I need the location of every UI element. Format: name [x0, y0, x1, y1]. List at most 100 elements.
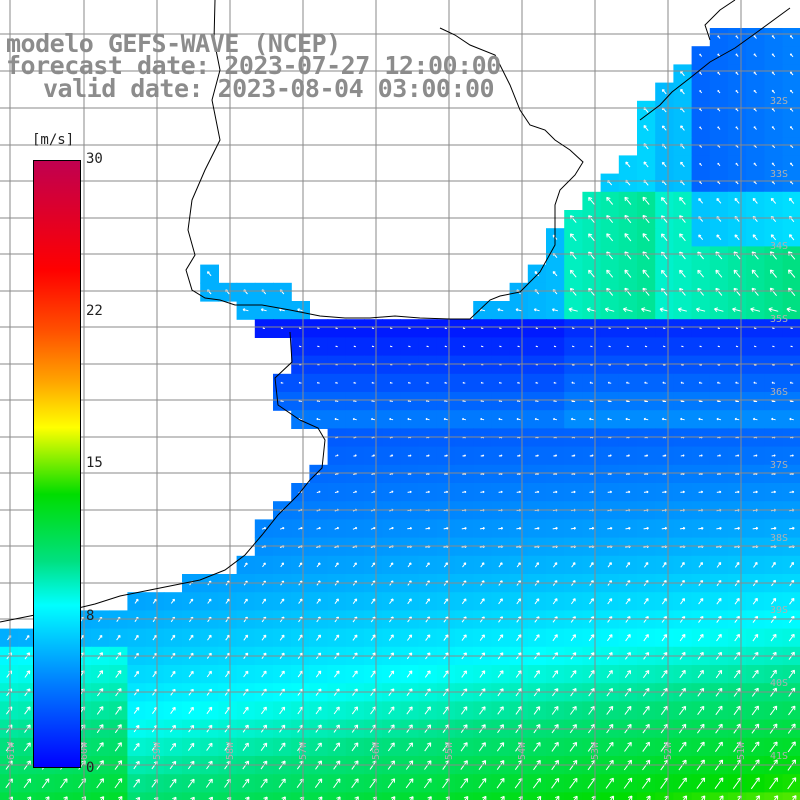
wind-arrow	[588, 634, 595, 642]
wind-arrow	[170, 598, 175, 604]
wind-arrow	[334, 417, 339, 421]
wind-arrow	[498, 526, 504, 530]
wind-arrow	[698, 454, 703, 457]
wind-arrow	[351, 706, 358, 715]
wind-arrow	[695, 307, 706, 312]
wind-arrow	[480, 381, 484, 384]
wind-arrow	[626, 381, 630, 384]
wind-arrow	[716, 633, 722, 642]
wind-arrow	[624, 196, 632, 205]
wind-arrow	[661, 634, 668, 642]
wind-arrow	[662, 327, 666, 329]
wind-arrow	[790, 345, 793, 348]
wind-arrow	[352, 562, 357, 568]
wind-arrow	[659, 307, 669, 312]
wind-arrow	[626, 345, 629, 348]
wind-arrow	[424, 706, 431, 715]
wind-arrow	[260, 778, 268, 788]
wind-arrow	[588, 196, 595, 205]
wind-arrow	[152, 598, 157, 604]
wind-arrow	[661, 215, 668, 223]
wind-arrow	[24, 706, 31, 715]
wind-arrow	[25, 635, 30, 641]
wind-arrow	[715, 705, 723, 716]
wind-arrow	[388, 706, 395, 715]
wind-arrow	[697, 269, 704, 278]
wind-arrow	[316, 381, 320, 384]
wind-arrow	[461, 598, 467, 605]
wind-arrow	[278, 778, 286, 788]
wind-arrow	[133, 706, 140, 714]
wind-arrow	[642, 214, 650, 224]
wind-arrow	[571, 345, 575, 348]
speed-cell	[236, 792, 256, 800]
wind-arrow	[316, 490, 321, 494]
wind-arrow	[334, 598, 339, 604]
wind-arrow	[407, 454, 412, 457]
wind-arrow	[370, 526, 376, 530]
wind-arrow	[662, 490, 667, 494]
wind-arrow	[643, 490, 649, 494]
speed-cell	[145, 792, 165, 800]
wind-arrow	[443, 598, 449, 605]
wind-arrow	[589, 417, 594, 421]
wind-arrow	[679, 526, 686, 530]
wind-arrow	[771, 381, 776, 384]
wind-arrow	[425, 490, 430, 494]
wind-arrow	[717, 162, 721, 167]
wind-arrow	[443, 562, 448, 568]
wind-arrow	[570, 670, 577, 678]
wind-arrow	[517, 381, 521, 384]
wind-arrow	[753, 108, 757, 112]
wind-arrow	[315, 670, 322, 678]
wind-arrow	[298, 327, 302, 329]
wind-arrow	[788, 633, 795, 642]
wind-arrow	[698, 381, 703, 384]
wind-arrow	[207, 634, 212, 641]
wind-arrow	[425, 526, 431, 530]
wind-arrow	[480, 490, 485, 494]
wind-arrow	[697, 633, 704, 642]
wind-arrow	[134, 670, 139, 678]
wind-arrow	[187, 778, 195, 788]
speed-cell	[509, 792, 529, 800]
speed-cell	[345, 792, 365, 800]
wind-arrow	[443, 634, 449, 641]
coastline-north	[185, 0, 584, 320]
wind-arrow	[370, 670, 376, 678]
wind-arrow	[590, 345, 593, 348]
wind-arrow	[353, 345, 356, 348]
wind-arrow	[679, 215, 686, 223]
wind-arrow	[551, 308, 559, 312]
wind-arrow	[751, 705, 759, 716]
lon-label: 57W	[298, 741, 309, 760]
lat-label: 40S	[770, 678, 788, 689]
model-title: modelo GEFS-WAVE (NCEP)	[6, 29, 341, 58]
wind-arrow	[243, 562, 248, 568]
speed-cell	[564, 792, 583, 800]
wind-arrow	[298, 381, 302, 384]
speed-cell	[436, 792, 456, 800]
wind-arrow	[351, 778, 359, 789]
wind-arrow	[96, 742, 104, 752]
wind-arrow	[624, 214, 632, 224]
wind-arrow	[606, 670, 613, 678]
wind-arrow	[279, 670, 285, 678]
wind-arrow	[681, 345, 684, 348]
wind-arrow	[134, 598, 139, 604]
wind-arrow	[588, 706, 595, 715]
wind-arrow	[753, 89, 757, 94]
wind-arrow	[552, 634, 558, 642]
wind-arrow	[698, 417, 703, 421]
wind-arrow	[407, 490, 412, 494]
wind-arrow	[370, 598, 376, 604]
wind-arrow	[499, 327, 502, 329]
wind-arrow	[769, 741, 778, 753]
wind-arrow	[696, 777, 706, 789]
wind-arrow	[770, 597, 777, 605]
wind-arrow	[317, 327, 320, 329]
wind-arrow	[353, 381, 357, 384]
wind-arrow	[770, 234, 777, 241]
wind-arrow	[460, 706, 468, 715]
